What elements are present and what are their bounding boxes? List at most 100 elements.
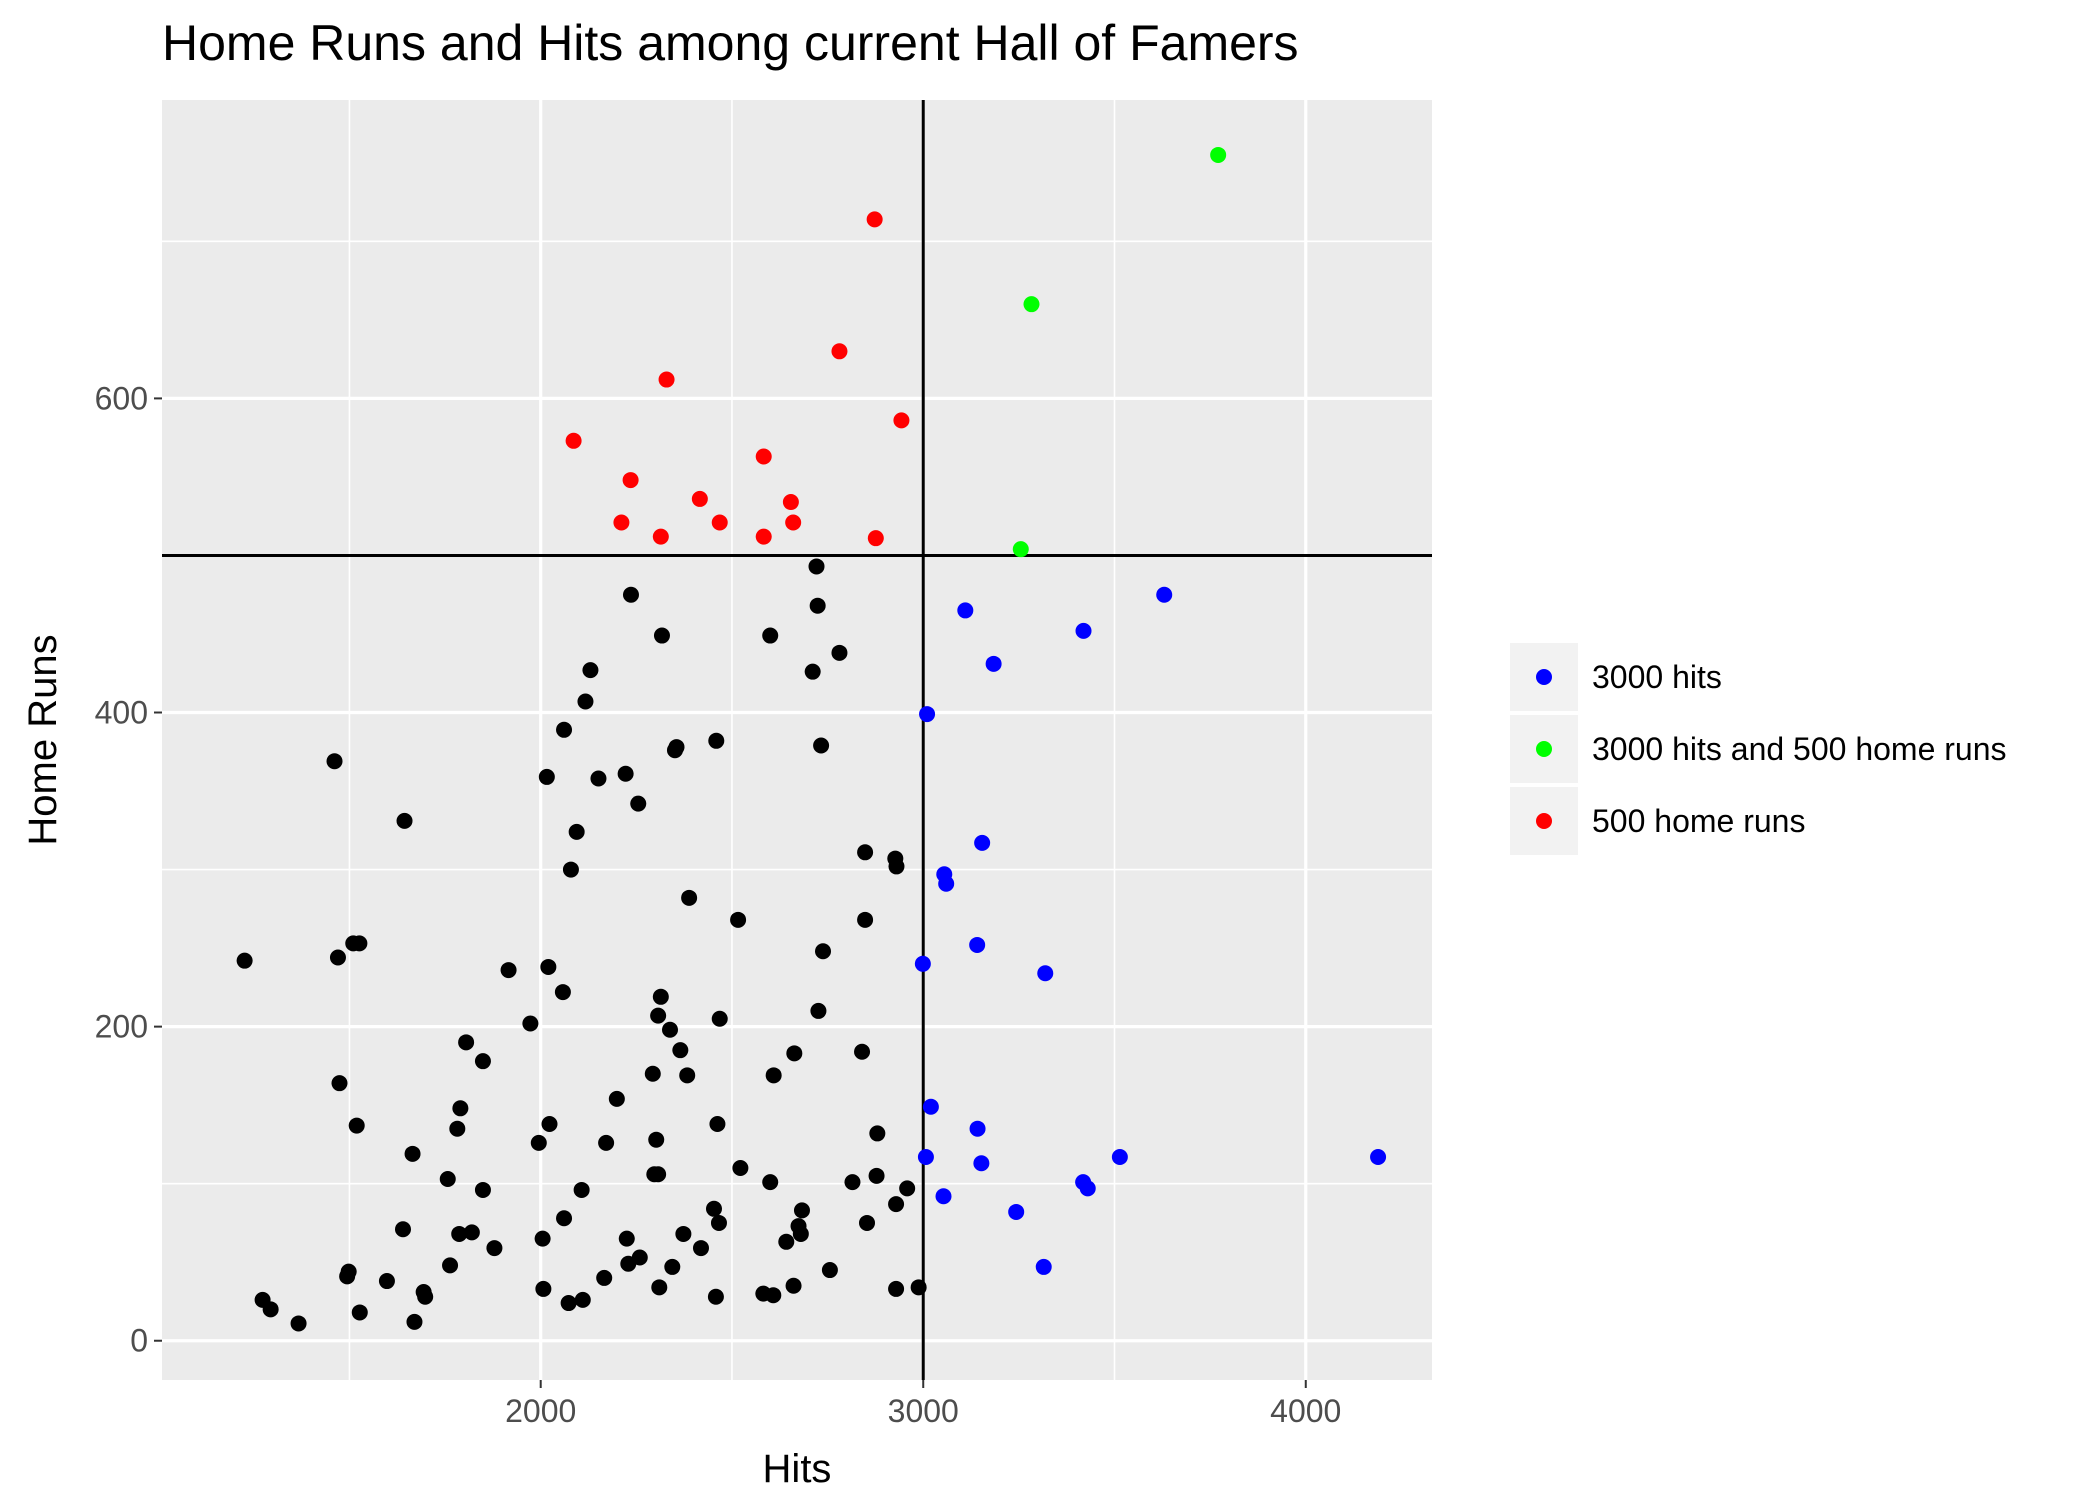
data-point <box>644 1065 661 1082</box>
y-tick-label: 0 <box>130 1323 148 1359</box>
data-point <box>554 984 571 1001</box>
y-axis-ticks: 0 200 400 600 <box>95 380 162 1359</box>
data-point <box>813 737 830 754</box>
data-point <box>675 1225 692 1242</box>
data-point <box>755 448 772 465</box>
data-point <box>658 371 675 388</box>
data-point <box>568 823 585 840</box>
data-point <box>451 1225 468 1242</box>
data-point <box>618 1230 635 1247</box>
data-point <box>474 1053 491 1070</box>
data-point <box>711 1010 728 1027</box>
y-tick-label: 400 <box>95 695 148 731</box>
data-point <box>329 949 346 966</box>
data-point <box>378 1273 395 1290</box>
data-point <box>793 1202 810 1219</box>
data-point <box>710 1214 727 1231</box>
data-point <box>652 528 669 545</box>
data-point <box>442 1257 459 1274</box>
data-point <box>650 1166 667 1183</box>
data-point <box>778 1233 795 1250</box>
data-point <box>888 858 905 875</box>
data-point <box>236 952 253 969</box>
data-point <box>582 662 599 679</box>
data-point <box>821 1262 838 1279</box>
data-point <box>974 834 991 851</box>
data-point <box>692 1240 709 1257</box>
legend-item: 3000 hits <box>1510 643 1722 711</box>
data-point <box>535 1280 552 1297</box>
data-point <box>1037 965 1054 982</box>
data-point <box>339 1268 356 1285</box>
data-point <box>351 1304 368 1321</box>
data-point <box>893 412 910 429</box>
data-point <box>652 988 669 1005</box>
data-point <box>808 558 825 575</box>
data-point <box>1075 622 1092 639</box>
data-point <box>620 1255 637 1272</box>
data-point <box>666 742 683 759</box>
data-point <box>709 1116 726 1132</box>
data-point <box>622 472 639 489</box>
data-point <box>867 530 884 547</box>
data-point <box>664 1258 681 1275</box>
data-point <box>452 1100 469 1117</box>
data-point <box>831 644 848 661</box>
data-point <box>831 343 848 360</box>
legend-label: 500 home runs <box>1592 803 1805 839</box>
data-point <box>969 1120 986 1137</box>
data-point <box>782 494 799 511</box>
data-point <box>985 655 1002 672</box>
data-point <box>396 812 413 829</box>
data-point <box>630 795 647 812</box>
data-point <box>1370 1148 1387 1165</box>
legend-item: 3000 hits and 500 home runs <box>1510 715 2007 783</box>
data-point <box>648 1131 665 1148</box>
legend-item: 500 home runs <box>1510 787 1805 855</box>
data-point <box>922 1098 939 1115</box>
data-point <box>910 1279 927 1296</box>
data-point <box>957 602 974 619</box>
data-point <box>809 597 826 614</box>
data-point <box>1008 1203 1025 1220</box>
legend-marker <box>1536 813 1552 829</box>
data-point <box>577 693 594 710</box>
data-point <box>534 1230 551 1247</box>
data-point <box>868 1167 885 1184</box>
legend-marker <box>1536 669 1552 685</box>
x-tick-label: 2000 <box>505 1393 576 1429</box>
data-point <box>785 1277 802 1294</box>
data-point <box>1079 1180 1096 1197</box>
data-point <box>857 844 874 861</box>
data-point <box>331 1075 348 1092</box>
data-point <box>914 955 931 972</box>
data-point <box>815 943 832 960</box>
data-point <box>406 1313 423 1330</box>
data-point <box>730 911 747 928</box>
x-tick-label: 4000 <box>1270 1393 1341 1429</box>
data-point <box>1210 146 1227 163</box>
data-point <box>762 627 779 644</box>
data-point <box>538 768 555 785</box>
data-point <box>449 1120 466 1137</box>
data-point <box>857 911 874 928</box>
data-point <box>707 1288 724 1305</box>
data-point <box>917 1148 934 1165</box>
data-point <box>622 586 639 603</box>
data-point <box>404 1145 421 1162</box>
x-axis-title: Hits <box>763 1447 832 1491</box>
data-point <box>765 1067 782 1084</box>
data-point <box>681 889 698 906</box>
data-point <box>458 1034 475 1051</box>
data-point <box>969 936 986 953</box>
data-point <box>679 1067 696 1084</box>
data-point <box>854 1043 871 1060</box>
data-point <box>935 1188 952 1205</box>
data-point <box>522 1015 539 1032</box>
data-point <box>786 1045 803 1062</box>
y-tick-label: 600 <box>95 380 148 416</box>
data-point <box>1111 1148 1128 1165</box>
data-point <box>530 1134 547 1151</box>
data-point <box>613 514 630 531</box>
